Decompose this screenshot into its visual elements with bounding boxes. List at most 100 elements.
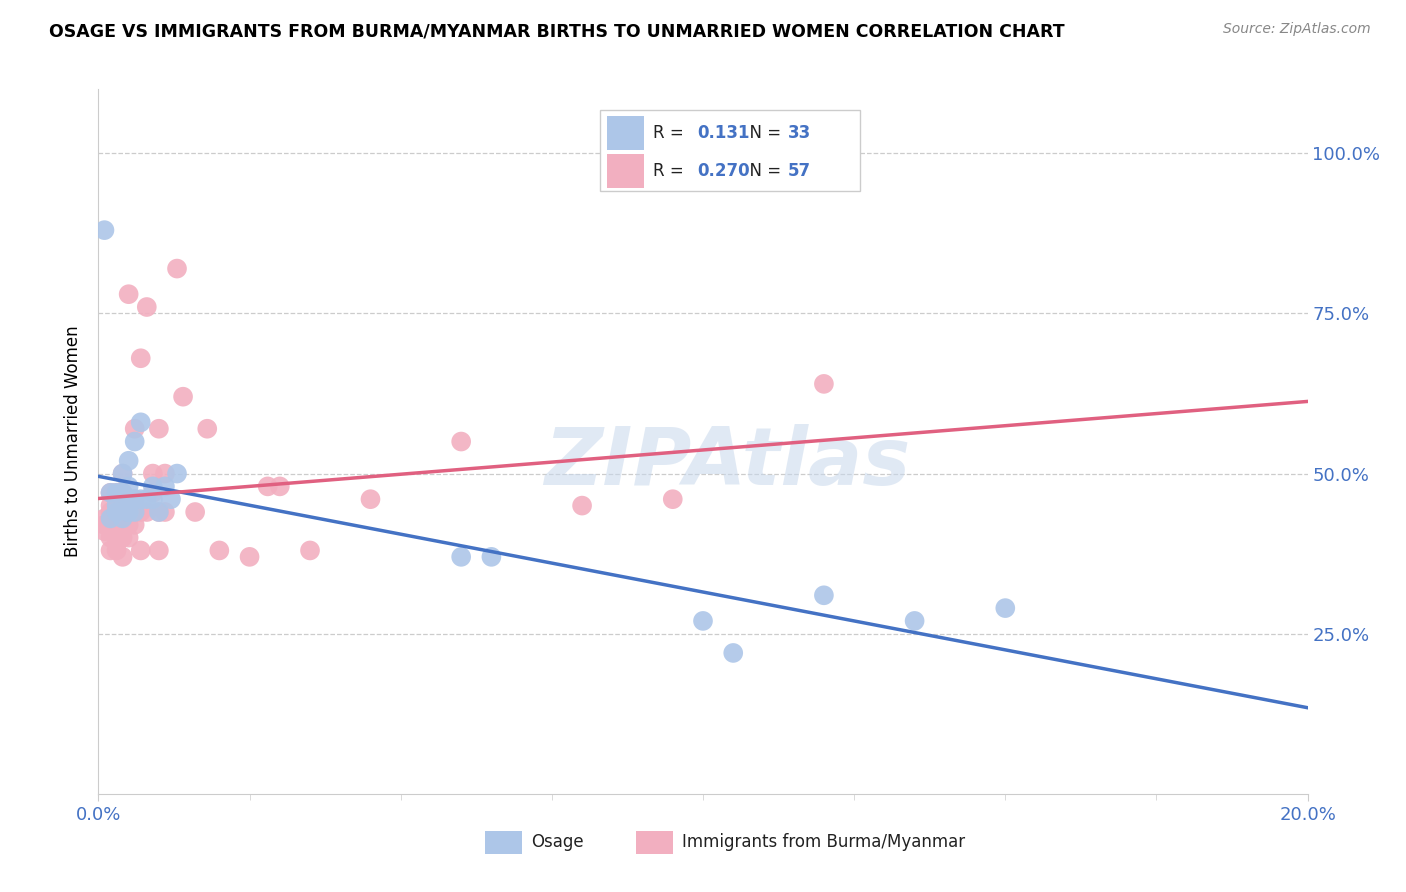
Point — [160, 492, 183, 507]
Point — [118, 479, 141, 493]
Text: OSAGE VS IMMIGRANTS FROM BURMA/MYANMAR BIRTHS TO UNMARRIED WOMEN CORRELATION CHA: OSAGE VS IMMIGRANTS FROM BURMA/MYANMAR B… — [49, 22, 1064, 40]
Point — [111, 505, 134, 519]
Point — [269, 479, 291, 493]
Point — [153, 467, 176, 481]
Point — [124, 492, 146, 507]
Point — [450, 434, 472, 449]
Point — [100, 531, 122, 545]
FancyBboxPatch shape — [600, 111, 860, 192]
Point — [904, 614, 927, 628]
Point — [256, 479, 278, 493]
Point — [100, 485, 122, 500]
Point — [100, 505, 122, 519]
Text: Immigrants from Burma/Myanmar: Immigrants from Burma/Myanmar — [682, 833, 966, 851]
Point — [142, 479, 165, 493]
Point — [208, 543, 231, 558]
Point — [105, 543, 128, 558]
Point — [105, 531, 128, 545]
FancyBboxPatch shape — [637, 830, 673, 854]
Point — [129, 415, 152, 429]
Point — [111, 492, 134, 507]
Point — [100, 543, 122, 558]
Point — [100, 485, 122, 500]
Text: 33: 33 — [787, 124, 811, 142]
Point — [105, 505, 128, 519]
Point — [360, 492, 382, 507]
FancyBboxPatch shape — [607, 116, 644, 150]
Point — [813, 376, 835, 391]
Point — [172, 390, 194, 404]
Text: 0.131: 0.131 — [697, 124, 749, 142]
Text: ZIPAtlas: ZIPAtlas — [544, 424, 910, 501]
Point — [105, 499, 128, 513]
Point — [129, 505, 152, 519]
Point — [111, 467, 134, 481]
Point — [148, 505, 170, 519]
Point — [148, 505, 170, 519]
Point — [124, 517, 146, 532]
Point — [142, 485, 165, 500]
Text: R =: R = — [654, 124, 689, 142]
Point — [692, 614, 714, 628]
Point — [111, 485, 134, 500]
FancyBboxPatch shape — [607, 154, 644, 188]
Point — [105, 485, 128, 500]
Point — [481, 549, 503, 564]
Text: R =: R = — [654, 162, 689, 180]
Point — [118, 511, 141, 525]
Point — [118, 531, 141, 545]
Point — [166, 261, 188, 276]
Text: 0.270: 0.270 — [697, 162, 749, 180]
Point — [118, 454, 141, 468]
Point — [93, 524, 115, 539]
Point — [135, 505, 157, 519]
Point — [118, 517, 141, 532]
Point — [662, 492, 685, 507]
Point — [111, 549, 134, 564]
Point — [100, 499, 122, 513]
Point — [124, 505, 146, 519]
Point — [129, 543, 152, 558]
Point — [239, 549, 262, 564]
Point — [93, 511, 115, 525]
Point — [184, 505, 207, 519]
Point — [450, 549, 472, 564]
Point — [124, 492, 146, 507]
Point — [153, 505, 176, 519]
Point — [111, 531, 134, 545]
Point — [118, 492, 141, 507]
Point — [124, 434, 146, 449]
Point — [148, 543, 170, 558]
FancyBboxPatch shape — [485, 830, 522, 854]
Point — [571, 499, 593, 513]
Point — [118, 505, 141, 519]
Point — [299, 543, 322, 558]
Point — [813, 588, 835, 602]
Point — [153, 479, 176, 493]
Text: Source: ZipAtlas.com: Source: ZipAtlas.com — [1223, 22, 1371, 37]
Point — [124, 505, 146, 519]
Text: N =: N = — [740, 162, 786, 180]
Point — [723, 646, 745, 660]
Point — [105, 517, 128, 532]
Text: 57: 57 — [787, 162, 811, 180]
Point — [105, 505, 128, 519]
Point — [111, 517, 134, 532]
Point — [118, 287, 141, 301]
Point — [105, 499, 128, 513]
Point — [105, 485, 128, 500]
Point — [142, 492, 165, 507]
Point — [100, 517, 122, 532]
Point — [111, 467, 134, 481]
Point — [142, 467, 165, 481]
Point — [100, 511, 122, 525]
Point — [111, 485, 134, 500]
Y-axis label: Births to Unmarried Women: Births to Unmarried Women — [65, 326, 83, 558]
Point — [166, 467, 188, 481]
Point — [994, 601, 1017, 615]
Point — [129, 351, 152, 366]
Text: Osage: Osage — [531, 833, 583, 851]
Point — [124, 422, 146, 436]
Point — [118, 505, 141, 519]
Point — [129, 492, 152, 507]
